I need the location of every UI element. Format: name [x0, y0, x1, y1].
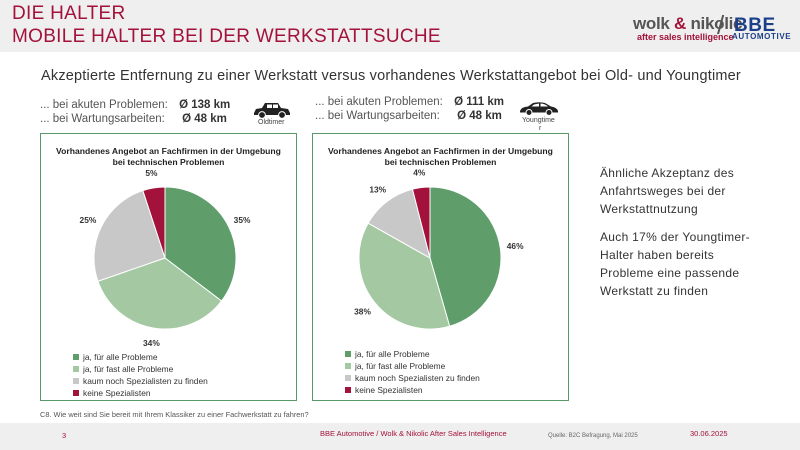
youngtimer-acute-value: Ø 111 km [454, 96, 504, 108]
comment-line: Halter haben bereits [600, 248, 715, 262]
legend-swatch [73, 366, 79, 372]
bbe-logo-sub: AUTOMOTIVE [732, 32, 792, 41]
comment-line: Ähnliche Akzeptanz des [600, 166, 735, 180]
page-title: DIE HALTER [12, 3, 126, 24]
oldtimer-acute-value: Ø 138 km [179, 99, 231, 111]
oldtimer-chart-title-line2: bei technischen Problemen [112, 157, 225, 167]
legend-label: keine Spezialisten [355, 385, 423, 395]
oldtimer-car-icon [254, 103, 290, 119]
oldtimer-acute-row: ... bei akuten Problemen: Ø 138 km [40, 99, 230, 111]
youngtimer-car-label-wrap: r [539, 125, 542, 132]
legend-item: ja, für fast alle Probleme [345, 360, 480, 372]
pie-slice-label: 25% [80, 215, 97, 225]
legend-swatch [345, 363, 351, 369]
header-bar: DIE HALTER MOBILE HALTER BEI DER WERKSTA… [0, 0, 800, 52]
pie-slice-label: 38% [354, 306, 371, 316]
legend-swatch [345, 351, 351, 357]
legend-label: ja, für fast alle Probleme [355, 361, 446, 371]
pie-slice [142, 186, 166, 259]
legend-item: ja, für fast alle Probleme [73, 363, 208, 375]
pie-slice [164, 186, 237, 302]
youngtimer-maint-row: ... bei Wartungsarbeiten: Ø 48 km [315, 110, 502, 122]
youngtimer-chart-box: Vorhandenes Angebot an Fachfirmen in der… [312, 133, 569, 401]
page-number: 3 [62, 431, 67, 440]
oldtimer-chart-title: Vorhandenes Angebot an Fachfirmen in der… [41, 146, 296, 168]
youngtimer-chart-title: Vorhandenes Angebot an Fachfirmen in der… [313, 146, 568, 168]
legend-label: ja, für fast alle Probleme [83, 364, 174, 374]
page-subtitle: MOBILE HALTER BEI DER WERKSTATTSUCHE [12, 26, 441, 47]
oldtimer-pie-chart: 35% 34% 25% 5% [80, 168, 251, 348]
oldtimer-car-label: Oldtimer [258, 119, 285, 126]
youngtimer-chart-title-line2: bei technischen Problemen [384, 157, 497, 167]
legend-swatch [73, 378, 79, 384]
youngtimer-car-label: Youngtime [522, 117, 555, 124]
comment-block-1: Ähnliche Akzeptanz des Anfahrtsweges bei… [600, 164, 734, 218]
oldtimer-legend: ja, für alle Probleme ja, für fast alle … [73, 351, 208, 399]
legend-label: kaum noch Spezialisten zu finden [83, 376, 208, 386]
footer-bar: 3 BBE Automotive / Wolk & Nikolic After … [0, 423, 800, 450]
oldtimer-chart-title-line1: Vorhandenes Angebot an Fachfirmen in der… [56, 146, 281, 156]
legend-item: keine Spezialisten [345, 384, 480, 396]
oldtimer-maint-row: ... bei Wartungsarbeiten: Ø 48 km [40, 113, 227, 125]
pie-slice-label: 46% [507, 241, 524, 251]
comment-line: Werkstatt zu finden [600, 284, 709, 298]
slide-subtitle: Akzeptierte Entfernung zu einer Werkstat… [41, 68, 741, 84]
logo-amp: & [674, 14, 687, 33]
youngtimer-car-icon [520, 102, 558, 116]
comment-line: Anfahrtsweges bei der [600, 184, 726, 198]
youngtimer-chart-title-line1: Vorhandenes Angebot an Fachfirmen in der… [328, 146, 553, 156]
legend-label: kaum noch Spezialisten zu finden [355, 373, 480, 383]
wolk-nikolic-tagline: after sales intelligence [637, 32, 734, 42]
pie-slice [411, 186, 431, 259]
legend-label: ja, für alle Probleme [355, 349, 430, 359]
logo-wolk-text: wolk [633, 14, 670, 33]
footer-source: Quelle: B2C Befragung, Mai 2025 [548, 433, 638, 439]
comment-line: Werkstattnutzung [600, 202, 698, 216]
logo-slash: / [717, 10, 725, 40]
legend-swatch [345, 375, 351, 381]
oldtimer-maint-label: ... bei Wartungsarbeiten: [40, 113, 165, 125]
youngtimer-acute-label: ... bei akuten Problemen: [315, 96, 443, 108]
legend-label: ja, für alle Probleme [83, 352, 158, 362]
legend-swatch [345, 387, 351, 393]
pie-slice [367, 188, 431, 260]
survey-question: C8. Wie weit sind Sie bereit mit Ihrem K… [40, 410, 309, 419]
legend-item: keine Spezialisten [73, 387, 208, 399]
footer-company: BBE Automotive / Wolk & Nikolic After Sa… [320, 429, 507, 438]
wolk-nikolic-logo: wolk & nikolic [633, 14, 743, 34]
pie-slice [358, 222, 451, 330]
pie-slice [93, 189, 166, 282]
legend-label: keine Spezialisten [83, 388, 151, 398]
comment-block-2: Auch 17% der Youngtimer- Halter haben be… [600, 228, 750, 300]
oldtimer-maint-value: Ø 48 km [182, 113, 227, 125]
pie-slice-label: 35% [234, 215, 251, 225]
bbe-logo: BBE [734, 15, 776, 36]
pie-slice [429, 186, 502, 327]
pie-slice-label: 13% [369, 185, 386, 195]
youngtimer-pie-chart: 46% 38% 13% 4% [354, 168, 524, 330]
legend-item: kaum noch Spezialisten zu finden [73, 375, 208, 387]
legend-item: ja, für alle Probleme [345, 348, 480, 360]
youngtimer-acute-row: ... bei akuten Problemen: Ø 111 km [315, 96, 504, 108]
oldtimer-chart-box: Vorhandenes Angebot an Fachfirmen in der… [40, 133, 297, 401]
legend-item: ja, für alle Probleme [73, 351, 208, 363]
pie-slice-label: 4% [413, 168, 426, 178]
footer-date: 30.06.2025 [690, 429, 728, 438]
youngtimer-legend: ja, für alle Probleme ja, für fast alle … [345, 348, 480, 396]
pie-slice-label: 5% [145, 168, 158, 178]
pie-slice [97, 257, 223, 330]
youngtimer-maint-value: Ø 48 km [457, 110, 502, 122]
oldtimer-acute-label: ... bei akuten Problemen: [40, 99, 168, 111]
pie-slice-label: 34% [143, 338, 160, 348]
youngtimer-maint-label: ... bei Wartungsarbeiten: [315, 110, 440, 122]
legend-swatch [73, 390, 79, 396]
legend-swatch [73, 354, 79, 360]
comment-line: Auch 17% der Youngtimer- [600, 230, 750, 244]
legend-item: kaum noch Spezialisten zu finden [345, 372, 480, 384]
logo-nikolic-text: nikolic [690, 14, 743, 33]
comment-line: Probleme eine passende [600, 266, 740, 280]
